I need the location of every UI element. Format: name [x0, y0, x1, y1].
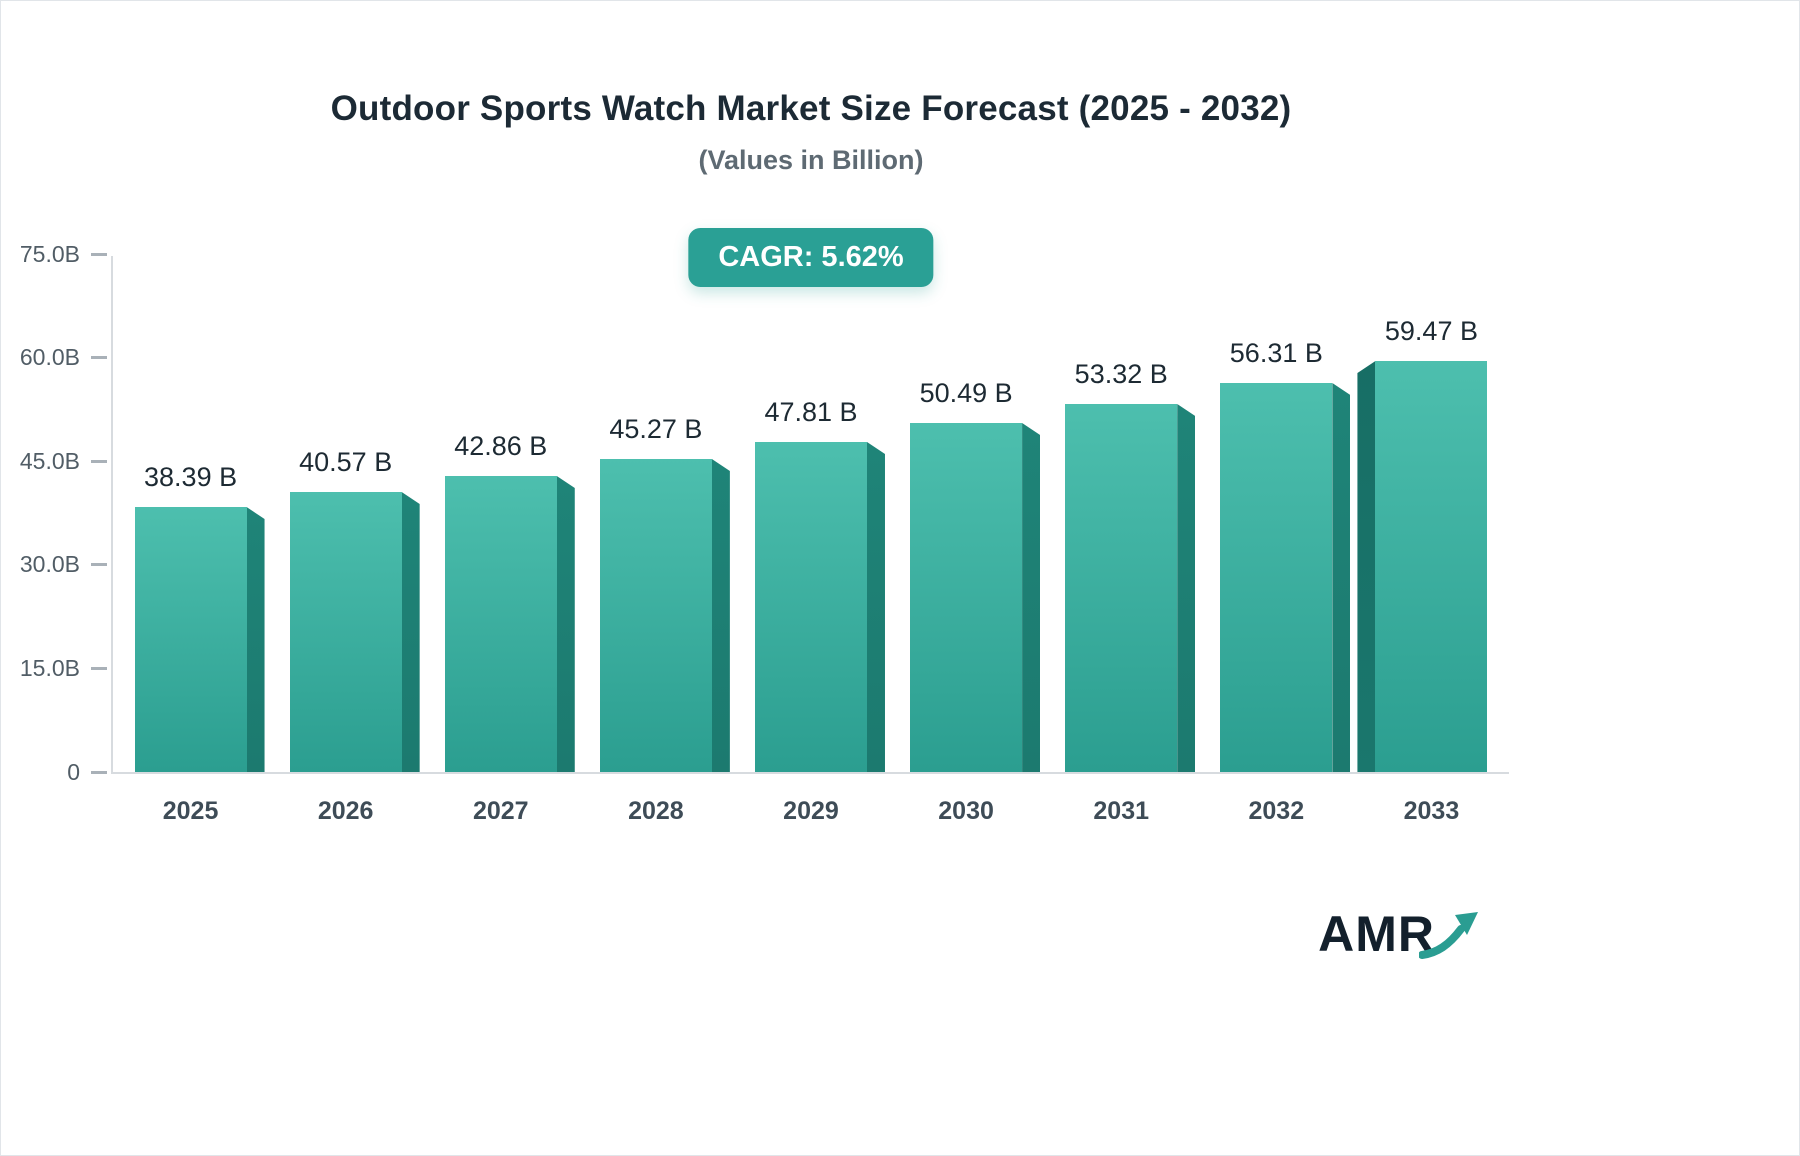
amr-logo-arrow-icon	[1419, 912, 1478, 959]
y-axis-tick-label: 0	[67, 758, 80, 785]
bar-value-label: 38.39 B	[144, 462, 238, 492]
y-axis-tick-mark	[91, 563, 107, 567]
y-axis-tick: 75.0B	[20, 240, 107, 268]
y-axis-tick-mark	[91, 459, 107, 463]
bar-group: 50.49 B 2030	[889, 256, 1044, 825]
y-axis-tick: 15.0B	[20, 654, 107, 682]
bar-2025	[134, 507, 247, 772]
bar-2030	[910, 423, 1023, 772]
bar-group: 38.39 B 2025	[113, 256, 268, 825]
bar-value-label: 53.32 B	[1074, 359, 1168, 389]
y-axis-tick-mark	[91, 666, 107, 670]
bar-group: 53.32 B 2031	[1044, 256, 1199, 825]
x-axis-label: 2029	[783, 797, 839, 825]
bar-group: 40.57 B 2026	[268, 256, 423, 825]
x-axis-label: 2031	[1093, 797, 1150, 825]
y-axis-tick-label: 45.0B	[19, 447, 80, 474]
bar-value-label: 50.49 B	[919, 378, 1013, 408]
x-axis-label: 2032	[1248, 797, 1305, 825]
bar-group: 59.47 B 2033	[1354, 256, 1509, 825]
chart-subtitle: (Values in Billion)	[698, 145, 924, 175]
amr-logo-text: AMR	[1318, 906, 1435, 962]
y-axis-tick-label: 30.0B	[19, 551, 80, 578]
bar-value-label: 47.81 B	[764, 397, 858, 427]
y-axis-tick-mark	[91, 356, 107, 360]
y-axis-tick-label: 60.0B	[19, 344, 80, 371]
bar-value-label: 40.57 B	[299, 447, 393, 477]
bar-group: 47.81 B 2029	[733, 256, 888, 825]
y-axis-tick: 0	[67, 758, 107, 786]
bar-value-label: 59.47 B	[1384, 316, 1478, 346]
cagr-badge: CAGR: 5.62%	[688, 228, 934, 287]
x-axis-label: 2025	[162, 797, 219, 825]
x-axis-label: 2030	[938, 797, 994, 825]
chart-title: Outdoor Sports Watch Market Size Forecas…	[330, 89, 1292, 128]
plot-area: CAGR: 5.62% 38.39 B 2025 40.57 B 2026 42.86 …	[20, 228, 1509, 825]
x-axis-label: 2027	[472, 797, 529, 825]
bar-2028	[599, 459, 712, 772]
bar-value-label: 45.27 B	[609, 414, 703, 444]
amr-logo: AMR	[1318, 905, 1481, 963]
bar-group: 42.86 B 2027	[423, 256, 578, 825]
bar-group: 45.27 B 2028	[578, 256, 733, 825]
bar-2033	[1375, 361, 1488, 772]
bar-2027	[444, 476, 557, 772]
y-axis-tick: 60.0B	[20, 344, 107, 372]
x-axis-label: 2033	[1403, 797, 1460, 825]
x-axis-label: 2026	[317, 797, 374, 825]
bar-chart: 38.39 B 2025 40.57 B 2026 42.86 B 2027 45.27 B…	[113, 256, 1509, 825]
y-axis-tick-label: 15.0B	[19, 654, 80, 681]
chart-header: Outdoor Sports Watch Market Size Forecas…	[111, 1, 1511, 176]
x-axis-label: 2028	[628, 797, 684, 825]
y-axis-tick-label: 75.0B	[19, 240, 80, 267]
bar-2029	[754, 442, 867, 772]
y-axis-tick: 30.0B	[20, 551, 107, 579]
y-axis-tick: 45.0B	[20, 447, 107, 475]
bar-2026	[289, 492, 402, 772]
bar-value-label: 56.31 B	[1229, 338, 1323, 368]
bar-2031	[1065, 404, 1178, 772]
y-axis-tick-mark	[91, 770, 107, 774]
bar-group: 56.31 B 2032	[1199, 256, 1354, 825]
bar-value-label: 42.86 B	[454, 431, 548, 461]
y-axis-tick-mark	[91, 252, 107, 256]
bar-2032	[1220, 383, 1333, 772]
